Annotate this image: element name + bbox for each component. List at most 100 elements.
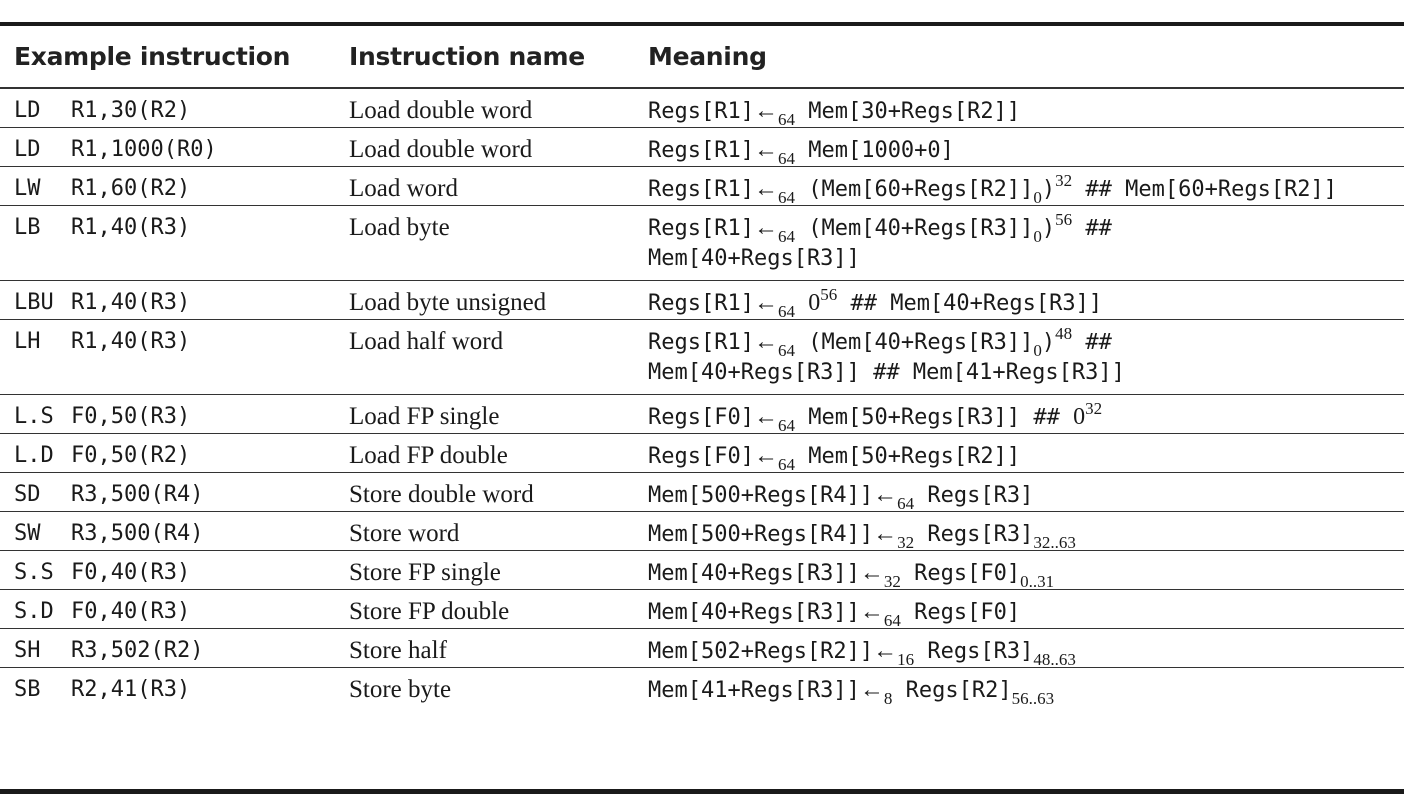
example-instruction: LBU R1,40(R3) bbox=[0, 280, 335, 320]
opcode: LD bbox=[14, 137, 41, 162]
operands: F0,50(R3) bbox=[71, 404, 191, 429]
operands: R1,1000(R0) bbox=[71, 137, 217, 162]
instruction-name: Store double word bbox=[335, 472, 634, 512]
instruction-name: Store FP single bbox=[335, 550, 634, 590]
meaning-part: (Mem[60+Regs[R2]] bbox=[794, 177, 1034, 202]
meaning-lhs: Regs[R1] bbox=[648, 291, 754, 316]
meaning-rhs: Regs[R2] bbox=[905, 678, 1012, 703]
header-meaning: Meaning bbox=[634, 26, 1404, 89]
transfer-width: 32 bbox=[883, 572, 901, 591]
meaning-line2: Mem[40+Regs[R3]] bbox=[648, 246, 860, 271]
meaning: Regs[R1]←64 Mem[30+Regs[R2]] bbox=[634, 88, 1404, 128]
bit-range: 48..63 bbox=[1033, 650, 1076, 669]
instruction-name: Store FP double bbox=[335, 589, 634, 629]
meaning-rhs: Mem[30+Regs[R2]] bbox=[808, 99, 1021, 124]
bit-index: 0 bbox=[1033, 188, 1042, 207]
instruction-name: Load word bbox=[335, 166, 634, 206]
meaning-lhs: Regs[R1] bbox=[648, 177, 754, 202]
meaning: Mem[500+Regs[R4]]←64 Regs[R3] bbox=[634, 472, 1404, 512]
assign-arrow: ← bbox=[753, 98, 778, 124]
meaning-part: (Mem[40+Regs[R3]] bbox=[794, 330, 1034, 355]
meaning-part: ## bbox=[1072, 216, 1112, 241]
assign-arrow: ← bbox=[753, 176, 778, 202]
example-instruction: S.D F0,40(R3) bbox=[0, 589, 335, 629]
meaning: Regs[R1]←64 (Mem[60+Regs[R2]]0)32 ## Mem… bbox=[634, 166, 1404, 207]
assign-arrow: ← bbox=[859, 560, 884, 586]
meaning-lhs: Mem[500+Regs[R4]] bbox=[648, 483, 874, 508]
opcode: LH bbox=[14, 329, 41, 354]
meaning-rhs: Mem[1000+0] bbox=[808, 138, 954, 163]
table-row: LB R1,40(R3) Load byte Regs[R1]←64 (Mem[4… bbox=[0, 205, 1404, 281]
transfer-width: 32 bbox=[897, 533, 915, 552]
replication-count: 56 bbox=[820, 285, 838, 304]
bit-index: 0 bbox=[1033, 227, 1042, 246]
operands: R1,60(R2) bbox=[71, 176, 191, 201]
table-row: LH R1,40(R3) Load half word Regs[R1]←64 (… bbox=[0, 319, 1404, 395]
meaning-lhs: Regs[R1] bbox=[648, 138, 754, 163]
header-example-instruction: Example instruction bbox=[0, 26, 335, 89]
assign-arrow: ← bbox=[859, 599, 884, 625]
replication-count: 32 bbox=[1085, 399, 1103, 418]
example-instruction: LW R1,60(R2) bbox=[0, 166, 335, 206]
example-instruction: SD R3,500(R4) bbox=[0, 472, 335, 512]
table-row: S.D F0,40(R3) Store FP double Mem[40+Regs… bbox=[0, 589, 1404, 630]
transfer-width: 64 bbox=[777, 149, 795, 168]
assign-arrow: ← bbox=[873, 638, 898, 664]
instruction-name: Load byte bbox=[335, 205, 634, 281]
operands: F0,40(R3) bbox=[71, 560, 191, 585]
meaning-lhs: Regs[R1] bbox=[648, 330, 754, 355]
operands: F0,40(R3) bbox=[71, 599, 191, 624]
example-instruction: SB R2,41(R3) bbox=[0, 668, 335, 707]
assign-arrow: ← bbox=[873, 482, 898, 508]
opcode: SB bbox=[14, 677, 41, 702]
example-instruction: LD R1,1000(R0) bbox=[0, 127, 335, 167]
opcode: LD bbox=[14, 98, 41, 123]
opcode: S.D bbox=[14, 599, 54, 624]
meaning-part: ) bbox=[1041, 177, 1056, 202]
example-instruction: SH R3,502(R2) bbox=[0, 628, 335, 668]
table-row: SW R3,500(R4) Store word Mem[500+Regs[R4]… bbox=[0, 511, 1404, 552]
table-row: LW R1,60(R2) Load word Regs[R1]←64 (Mem[6… bbox=[0, 166, 1404, 207]
meaning-part: ## bbox=[1072, 330, 1112, 355]
instruction-name: Store word bbox=[335, 511, 634, 551]
transfer-width: 64 bbox=[777, 341, 795, 360]
table-row: LD R1,30(R2) Load double word Regs[R1]←64… bbox=[0, 88, 1404, 128]
meaning-rhs: Regs[R3] bbox=[927, 639, 1034, 664]
replication-count: 48 bbox=[1055, 324, 1073, 343]
assign-arrow: ← bbox=[753, 329, 778, 355]
transfer-width: 64 bbox=[883, 611, 901, 630]
assign-arrow: ← bbox=[753, 137, 778, 163]
opcode: S.S bbox=[14, 560, 54, 585]
transfer-width: 64 bbox=[777, 188, 795, 207]
table-row: SB R2,41(R3) Store byte Mem[41+Regs[R3]]←… bbox=[0, 668, 1404, 707]
meaning-part: ## Mem[60+Regs[R2]] bbox=[1072, 177, 1338, 202]
example-instruction: SW R3,500(R4) bbox=[0, 511, 335, 551]
meaning-lhs: Mem[40+Regs[R3]] bbox=[648, 600, 860, 625]
example-instruction: L.D F0,50(R2) bbox=[0, 433, 335, 473]
example-instruction: LB R1,40(R3) bbox=[0, 205, 335, 281]
example-instruction: LD R1,30(R2) bbox=[0, 88, 335, 128]
meaning-lhs: Regs[F0] bbox=[648, 405, 754, 430]
transfer-width: 16 bbox=[897, 650, 915, 669]
meaning-lhs: Mem[40+Regs[R3]] bbox=[648, 561, 860, 586]
transfer-width: 8 bbox=[883, 689, 893, 708]
meaning-part: ) bbox=[1041, 330, 1056, 355]
transfer-width: 64 bbox=[777, 302, 795, 321]
meaning-lhs: Regs[F0] bbox=[648, 444, 754, 469]
operands: R2,41(R3) bbox=[71, 677, 191, 702]
replication-count: 32 bbox=[1055, 171, 1073, 190]
transfer-width: 64 bbox=[777, 416, 795, 435]
instruction-name: Load double word bbox=[335, 88, 634, 128]
opcode: SD bbox=[14, 482, 41, 507]
table-bottom-rule bbox=[0, 789, 1404, 794]
table-row: L.D F0,50(R2) Load FP double Regs[F0]←64 … bbox=[0, 433, 1404, 473]
instruction-table: Example instruction Instruction name Mea… bbox=[0, 26, 1404, 707]
table-top-rule bbox=[0, 22, 1404, 26]
meaning: Regs[F0]←64 Mem[50+Regs[R2]] bbox=[634, 433, 1404, 473]
operands: R3,500(R4) bbox=[71, 482, 204, 507]
table-row: LBU R1,40(R3) Load byte unsigned Regs[R1]… bbox=[0, 280, 1404, 321]
table-row: SD R3,500(R4) Store double word Mem[500+R… bbox=[0, 472, 1404, 512]
table-row: L.S F0,50(R3) Load FP single Regs[F0]←64 … bbox=[0, 394, 1404, 435]
assign-arrow: ← bbox=[753, 443, 778, 469]
instruction-name: Load byte unsigned bbox=[335, 280, 634, 320]
